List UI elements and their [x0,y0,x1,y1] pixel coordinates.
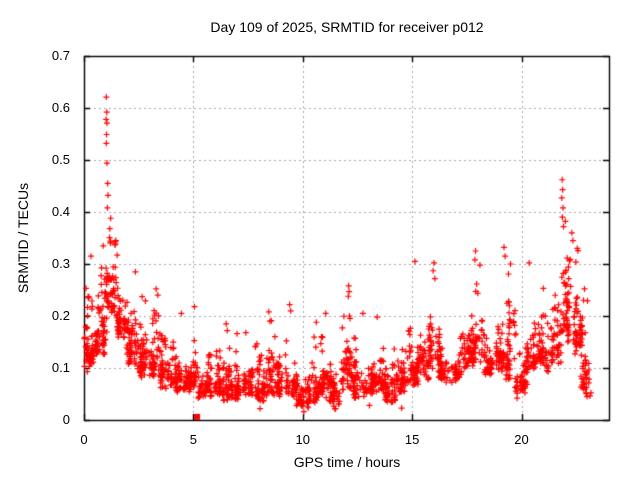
y-tick-label: 0.6 [51,100,70,115]
chart-title: Day 109 of 2025, SRMTID for receiver p01… [210,19,484,35]
x-tick-label: 10 [295,432,310,447]
y-tick-label: 0.7 [51,48,70,63]
x-axis-label: GPS time / hours [293,454,401,470]
y-tick-label: 0.5 [51,152,70,167]
x-tick-label: 5 [189,432,197,447]
x-tick-label: 15 [404,432,420,447]
y-axis-label: SRMTID / TECUs [15,182,32,294]
y-tick-label: 0.1 [51,360,70,375]
y-tick-label: 0.3 [51,256,70,271]
y-tick-label: 0.2 [51,308,70,323]
y-tick-label: 0.4 [51,204,70,219]
x-tick-label: 0 [80,432,88,447]
y-tick-label: 0 [62,412,70,427]
x-tick-label: 20 [514,432,529,447]
